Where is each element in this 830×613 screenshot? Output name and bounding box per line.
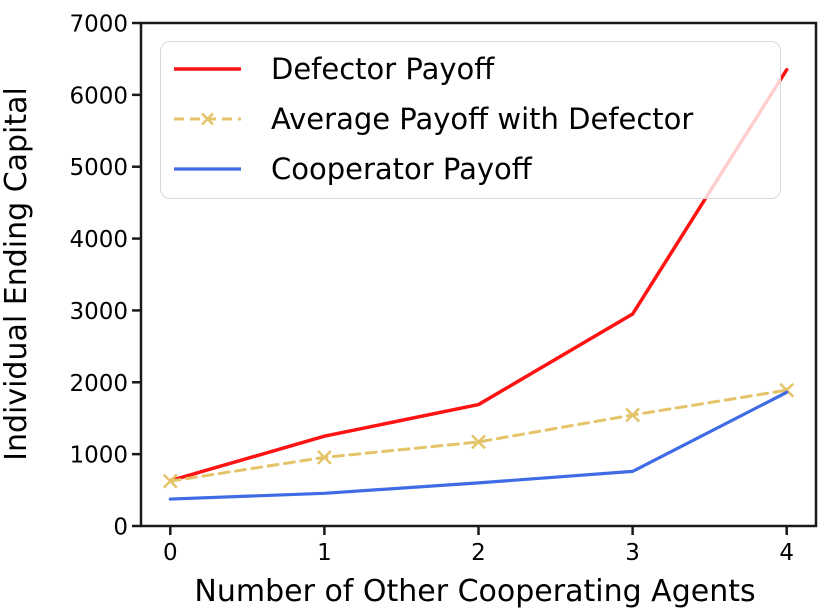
tick-layer: 0 1000 2000 3000 4000 5000 6000 7000 0 1 2 3 4 (69, 12, 794, 567)
legend-item-cooperator: Cooperator Payoff (172, 144, 780, 194)
y-tick-label: 6000 (69, 83, 128, 109)
series-line-2 (168, 390, 789, 501)
legend: Defector Payoff Average Payoff with Defe… (160, 41, 781, 199)
x-tick-label: 1 (317, 540, 332, 566)
legend-line-sample-solid (174, 167, 241, 171)
y-tick-label: 1000 (69, 443, 128, 469)
series-line-0 (168, 67, 789, 483)
y-tick-label: 0 (113, 515, 128, 541)
legend-item-average: Average Payoff with Defector (172, 94, 780, 144)
y-tick-label: 2000 (69, 371, 128, 397)
y-tick-label: 3000 (69, 299, 128, 325)
x-marker (625, 407, 640, 423)
y-axis-label: Individual Ending Capital (0, 87, 34, 461)
y-tick-label: 7000 (69, 12, 128, 38)
x-tick-label: 2 (471, 540, 486, 566)
series-line-1 (168, 388, 789, 483)
x-tick-label: 0 (163, 540, 178, 566)
legend-line-sample-dashed-x (174, 112, 241, 126)
y-tick-label: 5000 (69, 155, 128, 181)
series-layer (162, 67, 795, 501)
legend-line-sample-solid (174, 67, 241, 71)
x-marker (471, 434, 486, 450)
legend-label: Average Payoff with Defector (271, 101, 694, 136)
legend-label: Cooperator Payoff (271, 151, 532, 186)
legend-label: Defector Payoff (271, 51, 495, 86)
x-axis-label: Number of Other Cooperating Agents (194, 574, 755, 609)
x-tick-label: 3 (625, 540, 640, 566)
legend-item-defector: Defector Payoff (172, 44, 780, 94)
y-tick-label: 4000 (69, 227, 128, 253)
x-tick-label: 4 (779, 540, 794, 566)
x-marker (162, 473, 178, 489)
x-marker (317, 449, 332, 465)
